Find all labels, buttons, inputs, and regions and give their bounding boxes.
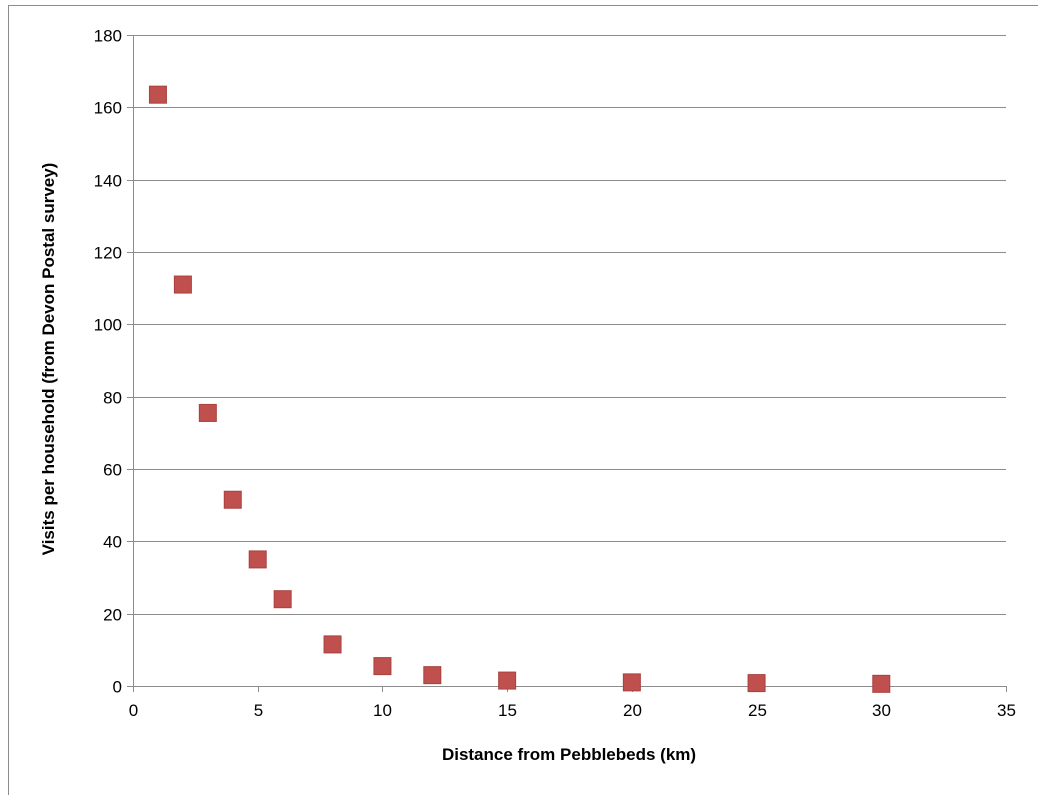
data-point [273, 590, 292, 609]
x-tick-label: 20 [623, 701, 642, 720]
data-point [248, 550, 267, 569]
x-tick-label: 25 [748, 701, 767, 720]
y-tick-label: 140 [94, 172, 122, 191]
data-point [423, 666, 442, 685]
y-tick-label: 80 [103, 389, 122, 408]
data-point [323, 635, 342, 654]
x-axis-title: Distance from Pebblebeds (km) [442, 745, 696, 764]
y-tick-label: 20 [103, 606, 122, 625]
y-tick-label: 180 [94, 27, 122, 46]
data-point [373, 657, 392, 676]
tick-labels: 0 20 40 60 80 100 120 140 160 180 0 5 10 15 20 25 30 35 [94, 27, 1016, 721]
data-points [148, 85, 891, 693]
data-point [148, 85, 167, 104]
x-tick-label: 10 [373, 701, 392, 720]
data-point [223, 490, 242, 509]
data-point [747, 674, 766, 693]
axes [127, 35, 1007, 692]
x-tick-label: 15 [498, 701, 517, 720]
data-point [173, 275, 192, 294]
y-tick-label: 120 [94, 244, 122, 263]
data-point [198, 403, 217, 422]
x-tick-label: 35 [997, 701, 1016, 720]
y-tick-label: 160 [94, 99, 122, 118]
y-tick-label: 60 [103, 461, 122, 480]
chart-frame [8, 5, 1038, 795]
y-tick-label: 0 [113, 678, 122, 697]
data-point [872, 674, 891, 693]
x-tick-label: 0 [129, 701, 138, 720]
x-tick-label: 5 [254, 701, 263, 720]
y-tick-label: 100 [94, 316, 122, 335]
y-tick-label: 40 [103, 533, 122, 552]
data-point [622, 673, 641, 692]
data-point [498, 671, 517, 690]
y-axis-title: Visits per household (from Devon Postal … [39, 163, 58, 556]
gridlines [133, 35, 1006, 615]
x-tick-label: 30 [872, 701, 891, 720]
